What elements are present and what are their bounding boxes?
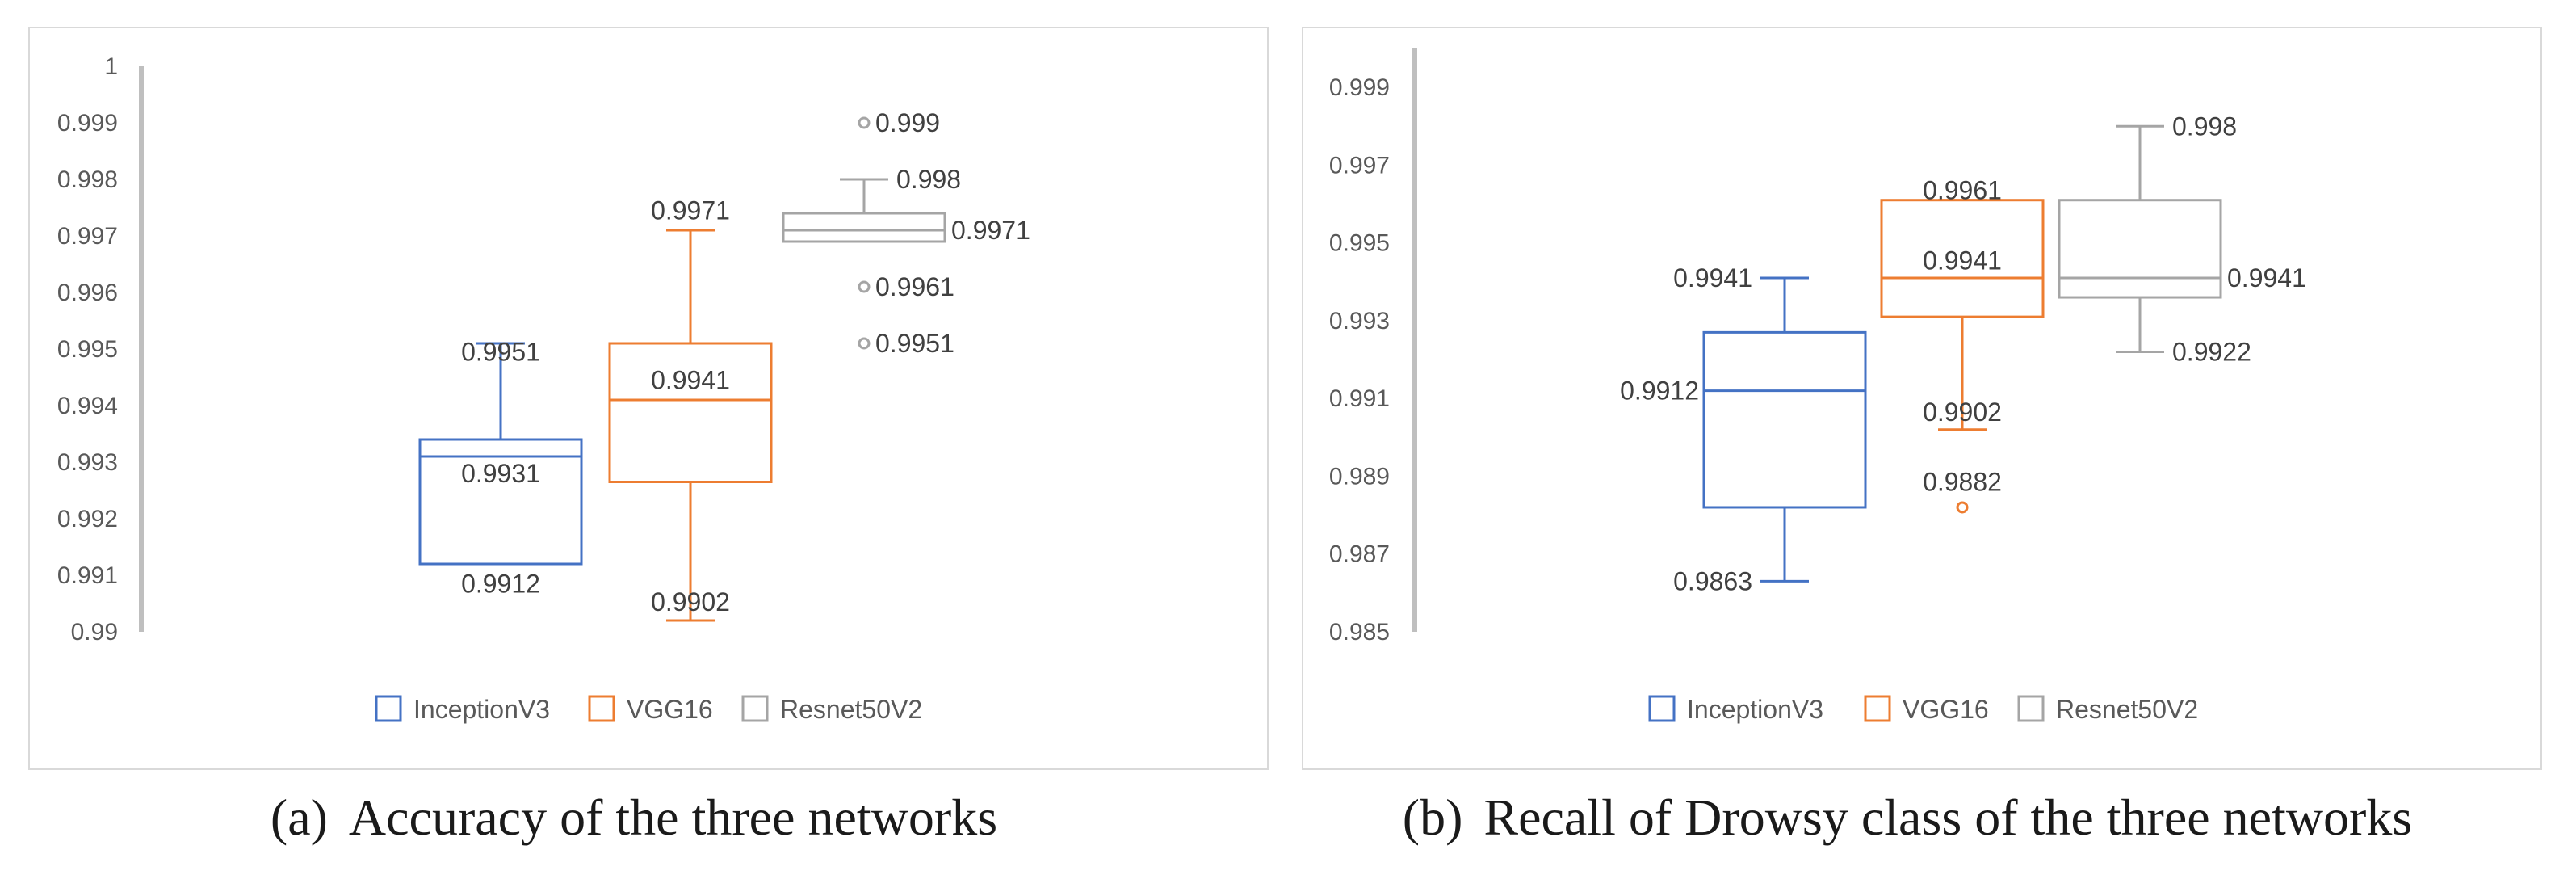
caption-tag: (b) (1403, 789, 1463, 846)
series-inceptionv3: 0.9941 0.9912 0.9863 (1620, 263, 1867, 595)
series-vgg16: 0.9961 0.9941 0.9902 0.9882 (1880, 176, 2045, 514)
legend: InceptionV3 VGG16 Resnet50V2 (1648, 695, 2198, 724)
legend-label: VGG16 (627, 695, 713, 724)
data-label: 0.9882 (1923, 468, 2002, 497)
data-label: 0.998 (896, 165, 961, 194)
data-label: 0.9971 (651, 196, 730, 225)
y-tick-label: 0.992 (57, 506, 118, 532)
outlier-point (858, 337, 871, 350)
data-label: 0.9951 (461, 338, 540, 367)
figure-caption: (b) Recall of Drowsy class of the three n… (1403, 789, 2413, 846)
series-inceptionv3: 0.9951 0.9931 0.9912 (418, 338, 583, 599)
y-tick-label: 0.991 (57, 562, 118, 589)
outlier-point (1956, 501, 1969, 514)
y-tick-label: 0.996 (57, 280, 118, 306)
legend-swatch (1864, 695, 1891, 722)
y-tick-label: 0.998 (57, 166, 118, 193)
data-label: 0.9902 (651, 587, 730, 616)
box-iqr (418, 438, 583, 566)
y-tick-label: 0.993 (1329, 308, 1390, 334)
y-tick-label: 0.995 (1329, 230, 1390, 257)
data-label: 0.9912 (1620, 376, 1699, 406)
data-label: 0.999 (875, 108, 940, 137)
legend-swatch (741, 695, 769, 722)
legend-label: Resnet50V2 (780, 695, 922, 724)
y-tick-label: 0.997 (57, 223, 118, 250)
data-label: 0.9902 (1923, 398, 2002, 427)
legend-label: InceptionV3 (413, 695, 550, 724)
outlier-point (858, 116, 871, 129)
data-label: 0.9941 (651, 366, 730, 395)
y-tick-label: 0.994 (57, 393, 118, 419)
plot-frame (1302, 27, 2542, 770)
y-tick-label: 0.995 (57, 336, 118, 363)
legend-swatch (588, 695, 615, 722)
panel-recall-drowsy: 0.985 0.987 0.989 0.991 0.993 0.995 0.997 0.999… (1302, 27, 2542, 846)
legend-swatch (2017, 695, 2045, 722)
y-tick-label: 0.991 (1329, 385, 1390, 412)
y-tick-label: 0.99 (71, 619, 118, 646)
data-label: 0.9912 (461, 570, 540, 599)
legend: InceptionV3 VGG16 Resnet50V2 (375, 695, 922, 724)
caption-text: Recall of Drowsy class of the three netw… (1483, 789, 2412, 846)
box-iqr (1880, 199, 2045, 318)
y-tick-label: 0.999 (57, 110, 118, 137)
caption-text: Accuracy of the three networks (349, 789, 997, 846)
y-tick-label: 0.993 (57, 449, 118, 476)
data-label: 0.9922 (2172, 337, 2251, 366)
box-iqr (608, 342, 773, 483)
box-iqr (782, 212, 946, 243)
data-label: 0.9951 (875, 329, 954, 358)
data-label: 0.9931 (461, 459, 540, 488)
legend-swatch (1648, 695, 1676, 722)
legend-label: Resnet50V2 (2056, 695, 2198, 724)
legend-swatch (375, 695, 402, 722)
box-iqr (1702, 330, 1867, 509)
data-label: 0.9941 (1923, 246, 2002, 275)
legend-label: InceptionV3 (1687, 695, 1823, 724)
y-tick-label: 1 (104, 53, 118, 80)
caption-tag: (a) (271, 789, 328, 846)
data-label: 0.9961 (1923, 176, 2002, 205)
outlier-point (858, 280, 871, 293)
data-label: 0.9961 (875, 272, 954, 301)
box-iqr (2058, 199, 2222, 299)
legend-label: VGG16 (1903, 695, 1989, 724)
data-label: 0.9941 (2227, 263, 2306, 292)
y-tick-label: 0.997 (1329, 152, 1390, 179)
y-tick-label: 0.989 (1329, 463, 1390, 490)
series-vgg16: 0.9971 0.9941 0.9902 (608, 196, 773, 622)
y-tick-label: 0.987 (1329, 541, 1390, 568)
y-tick-label: 0.985 (1329, 619, 1390, 646)
data-label: 0.998 (2172, 111, 2237, 141)
series-resnet50v2: 0.999 0.998 0.9971 0.9961 0.9951 (782, 108, 1030, 358)
series-resnet50v2: 0.998 0.9941 0.9922 (2058, 111, 2306, 366)
data-label: 0.9863 (1673, 566, 1752, 595)
data-label: 0.9971 (951, 216, 1030, 245)
panel-accuracy: 0.99 0.991 0.992 0.993 0.994 0.995 0.996 0.997 0… (28, 27, 1269, 846)
y-tick-label: 0.999 (1329, 74, 1390, 101)
data-label: 0.9941 (1673, 263, 1752, 292)
figure-caption: (a) Accuracy of the three networks (271, 789, 997, 846)
